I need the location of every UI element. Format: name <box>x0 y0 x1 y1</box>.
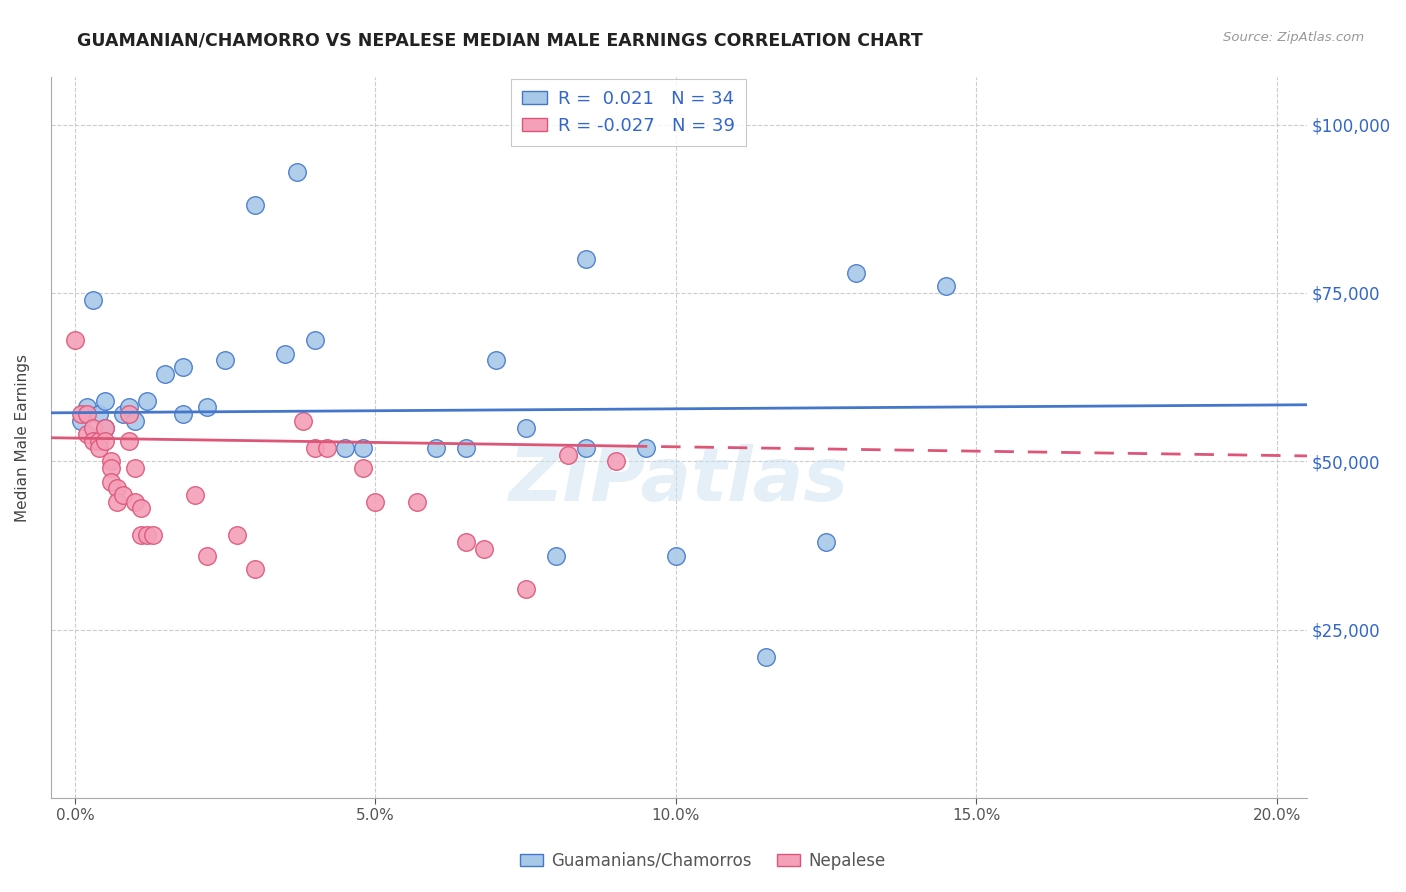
Point <box>87 441 110 455</box>
Point <box>70 414 93 428</box>
Point <box>304 333 326 347</box>
Point <box>454 535 477 549</box>
Point <box>935 279 957 293</box>
Point <box>100 475 122 489</box>
Point <box>100 454 122 468</box>
Point <box>425 441 447 455</box>
Point <box>184 488 207 502</box>
Point <box>335 441 357 455</box>
Point <box>87 434 110 449</box>
Point <box>94 420 117 434</box>
Point <box>195 549 218 563</box>
Point <box>292 414 315 428</box>
Point <box>575 441 598 455</box>
Point <box>124 461 146 475</box>
Point <box>136 528 159 542</box>
Point <box>605 454 627 468</box>
Point <box>484 353 506 368</box>
Point <box>87 407 110 421</box>
Point <box>94 434 117 449</box>
Point <box>105 494 128 508</box>
Point <box>214 353 236 368</box>
Point <box>94 420 117 434</box>
Point <box>285 165 308 179</box>
Point <box>118 434 141 449</box>
Point <box>124 494 146 508</box>
Point <box>665 549 688 563</box>
Point <box>129 501 152 516</box>
Point <box>82 434 104 449</box>
Point <box>142 528 165 542</box>
Point <box>634 441 657 455</box>
Point <box>124 414 146 428</box>
Point <box>153 367 176 381</box>
Point <box>364 494 387 508</box>
Point <box>544 549 567 563</box>
Point <box>274 346 297 360</box>
Point <box>172 407 194 421</box>
Point <box>111 407 134 421</box>
Point <box>815 535 838 549</box>
Point <box>316 441 339 455</box>
Point <box>515 582 537 597</box>
Text: Source: ZipAtlas.com: Source: ZipAtlas.com <box>1223 31 1364 45</box>
Point <box>94 393 117 408</box>
Legend: R =  0.021   N = 34, R = -0.027   N = 39: R = 0.021 N = 34, R = -0.027 N = 39 <box>512 79 747 146</box>
Point <box>118 401 141 415</box>
Text: GUAMANIAN/CHAMORRO VS NEPALESE MEDIAN MALE EARNINGS CORRELATION CHART: GUAMANIAN/CHAMORRO VS NEPALESE MEDIAN MA… <box>77 31 924 49</box>
Point <box>129 528 152 542</box>
Point <box>575 252 598 267</box>
Y-axis label: Median Male Earnings: Median Male Earnings <box>15 354 30 522</box>
Point <box>82 420 104 434</box>
Point <box>76 401 98 415</box>
Point <box>557 448 579 462</box>
Point <box>82 293 104 307</box>
Point <box>226 528 249 542</box>
Point <box>472 541 495 556</box>
Point <box>63 333 86 347</box>
Point <box>111 488 134 502</box>
Point <box>454 441 477 455</box>
Point <box>352 441 374 455</box>
Point <box>76 407 98 421</box>
Point <box>406 494 429 508</box>
Point <box>136 393 159 408</box>
Point <box>845 266 868 280</box>
Point <box>243 198 266 212</box>
Point <box>70 407 93 421</box>
Point <box>118 407 141 421</box>
Point <box>76 427 98 442</box>
Legend: Guamanians/Chamorros, Nepalese: Guamanians/Chamorros, Nepalese <box>513 846 893 877</box>
Point <box>100 461 122 475</box>
Point <box>243 562 266 576</box>
Point <box>304 441 326 455</box>
Point <box>172 359 194 374</box>
Point <box>755 649 778 664</box>
Point <box>515 420 537 434</box>
Point <box>105 481 128 495</box>
Point <box>195 401 218 415</box>
Point <box>352 461 374 475</box>
Text: ZIPatlas: ZIPatlas <box>509 444 849 517</box>
